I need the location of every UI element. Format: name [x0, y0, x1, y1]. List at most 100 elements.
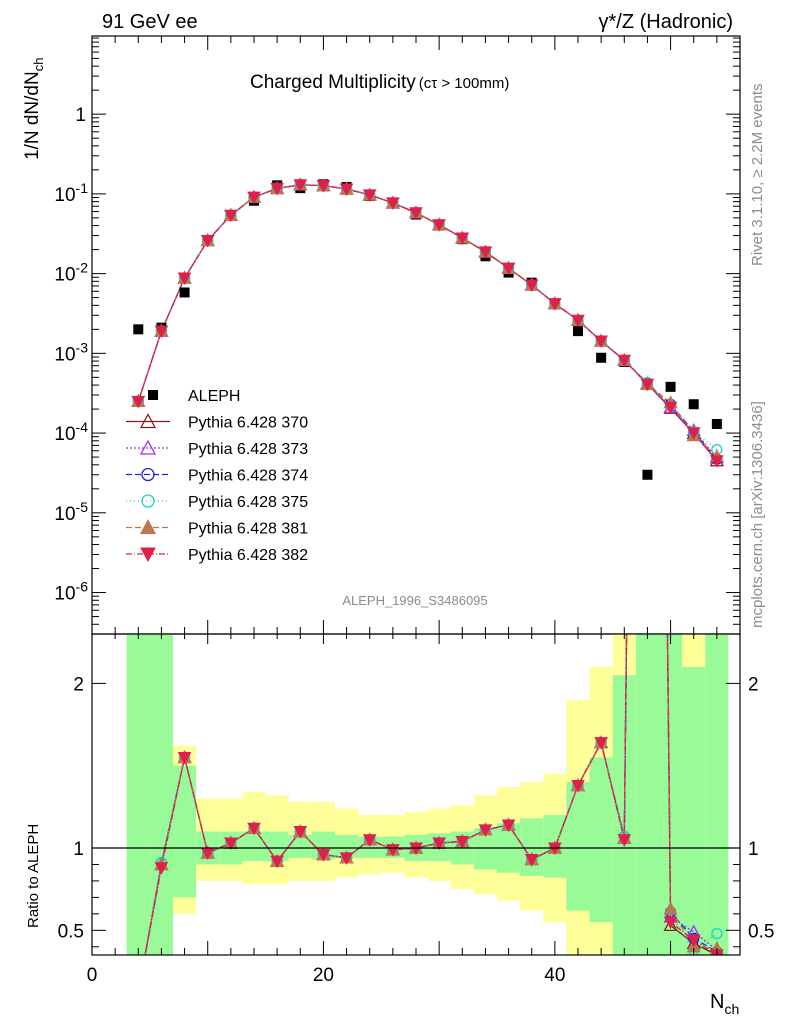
- mcplots-label: mcplots.cern.ch [arXiv:1306.3436]: [749, 401, 766, 628]
- ratio-point-s3-25: [711, 927, 723, 940]
- ratio-y-tick-label-left: 0.5: [58, 921, 84, 942]
- inner-band-25: [705, 634, 729, 955]
- main-series-layer: [131, 177, 724, 480]
- legend-label: Pythia 6.428 373: [188, 441, 308, 458]
- ratio-y-tick-label-left: 1: [73, 839, 84, 860]
- header-right: γ*/Z (Hadronic): [599, 11, 733, 33]
- y-tick-label: 10-1: [54, 180, 88, 206]
- data-point-s6-5: [247, 191, 261, 205]
- ratio-point-s5-19: [571, 779, 585, 793]
- ratio-point-s5-14: [455, 835, 470, 849]
- data-point-s6-19: [571, 314, 585, 328]
- data-point-s0-24: [688, 399, 699, 410]
- main-frame: [91, 35, 741, 635]
- legend-marker-5: [139, 519, 157, 535]
- series-line-4: [137, 184, 718, 451]
- data-point-s6-10: [362, 189, 377, 202]
- ratio-bands-layer: [126, 634, 729, 955]
- data-point-s6-7: [293, 179, 308, 192]
- data-point-s0-25: [711, 418, 722, 429]
- legend-marker-1: [139, 413, 157, 429]
- inner-band-23: [659, 634, 683, 955]
- inner-band-5: [242, 831, 266, 862]
- ratio-axes-layer: 0.5 0.51 12 20 20 40: [58, 633, 774, 986]
- legend-label: ALEPH: [188, 388, 240, 405]
- inner-band-9: [335, 834, 359, 858]
- ratio-point-s5-13: [432, 837, 446, 851]
- ratio-line-4: [144, 634, 717, 955]
- data-point-s0-2: [179, 287, 190, 298]
- ratio-point-s5-21: [617, 834, 632, 847]
- data-point-s6-24: [686, 427, 701, 440]
- chart-title: Charged Multiplicity (cτ > 100mm): [250, 72, 509, 93]
- data-point-s0-23: [665, 381, 676, 392]
- inner-band-20: [589, 757, 613, 923]
- legend-label: Pythia 6.428 382: [188, 547, 308, 564]
- inner-band-22: [635, 634, 659, 955]
- ratio-point-s5-11: [386, 844, 400, 857]
- ratio-point-s5-15: [478, 824, 493, 837]
- ratio-point-s5-24: [686, 934, 701, 948]
- legend-marker-6: [140, 547, 156, 563]
- y-tick-label: 10-6: [54, 579, 88, 605]
- ratio-point-s5-5: [247, 822, 261, 836]
- legend-marker-0: [148, 390, 158, 400]
- data-point-s6-6: [270, 182, 284, 196]
- data-point-s0-19: [573, 326, 583, 337]
- ratio-point-s5-17: [524, 854, 539, 867]
- x-tick-label: 40: [544, 965, 565, 986]
- y-tick-label: 10-3: [54, 339, 88, 365]
- ratio-point-s5-10: [362, 834, 377, 847]
- data-point-s6-13: [432, 219, 446, 232]
- x-axis-title: Nch: [710, 991, 739, 1017]
- inner-band-0: [126, 634, 150, 955]
- ratio-point-s5-6: [270, 855, 284, 869]
- analysis-id-label: ALEPH_1996_S3486095: [342, 593, 487, 608]
- y-tick-label: 10-2: [54, 260, 88, 286]
- ratio-point-s5-16: [501, 819, 516, 832]
- data-point-s6-17: [524, 279, 539, 293]
- ratio-y-tick-label-right: 2: [748, 674, 759, 695]
- data-point-s6-23: [663, 401, 678, 415]
- inner-band-15: [473, 828, 497, 870]
- ratio-y-tick-label-right: 0.5: [748, 921, 774, 942]
- ratio-y-tick-label-right: 1: [748, 839, 759, 860]
- data-point-s6-3: [200, 235, 215, 248]
- legend: ALEPH Pythia 6.428 370 Pythia 6.428 373 Pyt…: [126, 388, 308, 564]
- ratio-y-tick-label-left: 2: [73, 674, 84, 695]
- data-point-s6-4: [224, 209, 238, 223]
- x-tick-label: 20: [313, 965, 334, 986]
- ratio-panel: 0.5 0.51 12 20 20 40 Ratio to ALEPH Nch: [25, 633, 774, 1017]
- main-axes-layer: 10-6 10-5 10-4 10-3 10-2 10-1 1: [54, 35, 741, 635]
- data-point-s0-0: [133, 324, 144, 335]
- series-line-6: [137, 184, 718, 462]
- ratio-point-s5-23: [663, 916, 678, 930]
- data-point-s0-22: [642, 469, 653, 480]
- legend-marker-3: [141, 467, 155, 482]
- data-point-s6-20: [594, 335, 608, 348]
- rivet-version-label: Rivet 3.1.10, ≥ 2.2M events: [749, 84, 766, 267]
- legend-label: Pythia 6.428 370: [188, 415, 308, 432]
- data-point-s6-15: [478, 246, 493, 259]
- inner-band-7: [288, 834, 312, 858]
- legend-label: Pythia 6.428 374: [188, 468, 308, 485]
- x-tick-label: 0: [87, 965, 98, 986]
- y-tick-label: 1: [75, 105, 86, 126]
- data-point-s6-21: [617, 354, 632, 368]
- legend-marker-4: [141, 494, 155, 508]
- data-point-s6-18: [548, 298, 562, 311]
- data-point-s6-22: [640, 378, 655, 392]
- inner-band-8: [311, 831, 335, 860]
- ratio-point-s5-2: [177, 751, 192, 765]
- data-point-s6-12: [409, 207, 423, 220]
- inner-band-19: [566, 782, 590, 911]
- inner-band-1: [149, 634, 173, 955]
- legend-label: Pythia 6.428 375: [188, 494, 308, 511]
- inner-band-17: [520, 818, 544, 876]
- data-point-s6-16: [501, 262, 516, 276]
- legend-marker-2: [139, 439, 157, 455]
- data-point-s6-25: [710, 455, 724, 468]
- y-tick-label: 10-4: [54, 419, 88, 445]
- main-panel: 10-6 10-5 10-4 10-3 10-2 10-1 1 Charged Multip…: [22, 35, 741, 635]
